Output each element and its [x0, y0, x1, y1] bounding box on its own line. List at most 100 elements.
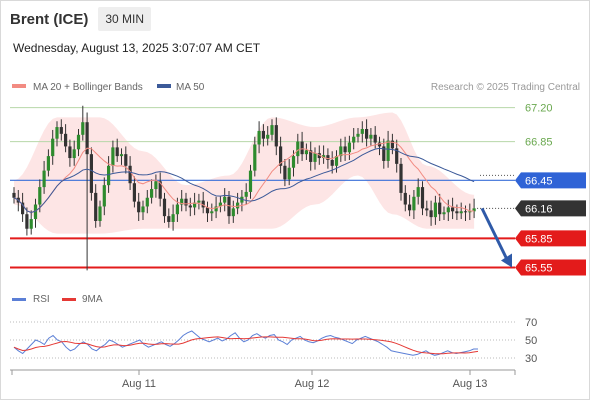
candle-body — [322, 155, 326, 159]
candle-body — [266, 134, 270, 139]
candle-body — [313, 153, 317, 162]
candle-body — [420, 187, 425, 209]
candle-body — [111, 147, 115, 166]
candle-body — [42, 170, 46, 188]
candle-body — [29, 219, 33, 229]
candle-body — [403, 192, 407, 205]
candle-body — [175, 204, 179, 215]
candle-body — [429, 210, 433, 218]
candle-body — [85, 122, 89, 155]
rsi-panel: 70 50 30 — [10, 317, 537, 365]
rsi-tick-label: 70 — [525, 317, 537, 329]
bollinger-legend-swatch — [12, 84, 26, 88]
candle-body — [309, 150, 313, 162]
level-tag-label: 65.55 — [525, 262, 553, 274]
candle-body — [463, 211, 468, 213]
ma50-legend-label: MA 50 — [176, 82, 205, 93]
level-label: 67.20 — [525, 103, 553, 115]
candle-body — [33, 204, 38, 220]
candle-body — [365, 128, 369, 139]
candle-body — [115, 147, 119, 157]
candle-body — [373, 134, 377, 143]
candle-body — [270, 125, 274, 135]
x-axis-label: Aug 11 — [122, 378, 156, 390]
rsi-ma-legend-label: 9MA — [82, 294, 103, 305]
candle-body — [377, 142, 382, 147]
candle-body — [416, 187, 420, 197]
candle-body — [150, 189, 154, 198]
candle-body — [343, 146, 347, 153]
candle-body — [261, 130, 265, 139]
candle-body — [128, 165, 132, 184]
candle-body — [356, 133, 360, 137]
x-axis-label: Aug 12 — [295, 378, 330, 390]
candle-body — [137, 201, 141, 213]
level-tag-label: 66.45 — [525, 175, 553, 187]
candle-body — [283, 165, 287, 180]
candle-body — [425, 208, 429, 211]
candle-body — [274, 125, 278, 147]
candle-body — [12, 192, 16, 198]
candle-body — [369, 134, 373, 139]
forecast-arrow-head — [501, 253, 512, 268]
candle-body — [171, 214, 175, 222]
candle-body — [433, 202, 437, 218]
candle-body — [459, 211, 463, 214]
candlesticks — [12, 105, 476, 271]
candle-body — [59, 127, 63, 134]
timeframe-button[interactable]: 30 MIN — [98, 7, 152, 31]
candle-body — [89, 154, 93, 193]
candle-body — [141, 206, 145, 213]
candle-body — [334, 156, 339, 166]
candle-body — [236, 202, 240, 209]
candle-body — [386, 140, 390, 161]
ma20-line — [13, 141, 475, 213]
candle-body — [257, 130, 261, 145]
candle-body — [64, 133, 68, 147]
moving-averages — [13, 141, 475, 213]
rsi-tick-label: 50 — [525, 335, 537, 347]
level-tag — [515, 230, 586, 247]
forecast-arrow — [480, 207, 512, 268]
candle-body — [287, 167, 291, 180]
datetime-label: Wednesday, August 13, 2025 3:07:07 AM CE… — [13, 41, 261, 55]
candle-body — [390, 140, 394, 149]
candle-body — [412, 196, 416, 211]
level-tag-label: 66.16 — [525, 203, 553, 215]
candle-body — [162, 198, 167, 217]
candle-body — [317, 153, 321, 159]
candle-body — [218, 202, 222, 207]
level-tag-label: 65.85 — [525, 233, 553, 245]
candle-body — [132, 183, 136, 202]
forecast-arrow-shaft — [480, 207, 509, 261]
candle-body — [451, 207, 455, 212]
candle-body — [205, 207, 210, 214]
candle-body — [201, 200, 205, 208]
ma50-line — [13, 147, 475, 213]
x-axis-label: Aug 13 — [453, 378, 488, 390]
bollinger-band-area — [14, 112, 475, 234]
level-tag — [515, 200, 586, 217]
candle-body — [472, 208, 476, 212]
candle-body — [291, 156, 296, 168]
candle-body — [382, 146, 386, 161]
rsi-tick-label: 30 — [525, 353, 537, 365]
candle-body — [197, 200, 201, 203]
candle-body — [55, 127, 59, 139]
candle-body — [468, 211, 472, 213]
candle-body — [94, 192, 98, 221]
chart-header: Brent (ICE) 30 MIN — [10, 7, 152, 31]
candle-body — [68, 146, 72, 159]
x-axis: Aug 11 Aug 12 Aug 13 — [10, 369, 516, 390]
candle-body — [98, 206, 102, 221]
ma50-legend-swatch — [157, 84, 171, 88]
candle-body — [438, 202, 442, 215]
level-tags: 67.20 66.85 66.45 66.16 65.85 65.55 — [515, 103, 586, 276]
candle-body — [347, 142, 351, 153]
candle-body — [210, 211, 214, 214]
candle-body — [214, 206, 218, 212]
candle-body — [102, 185, 106, 207]
candle-body — [253, 144, 257, 171]
candle-body — [119, 154, 124, 157]
candle-body — [76, 134, 81, 150]
